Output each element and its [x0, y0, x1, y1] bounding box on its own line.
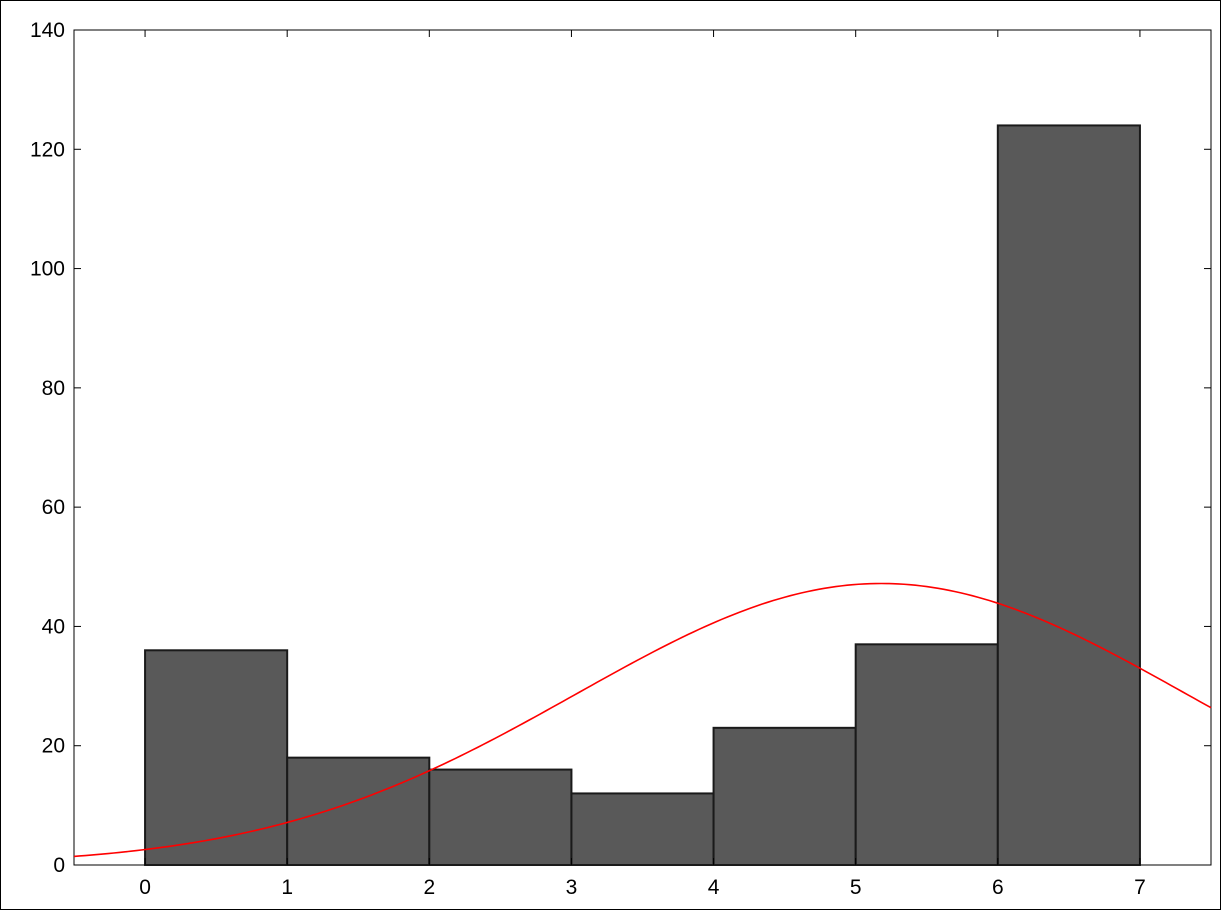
x-tick-label: 0 — [139, 876, 151, 899]
histogram-bar — [286, 756, 431, 867]
y-tick-label: 60 — [42, 496, 65, 519]
x-tick-label: 1 — [281, 876, 293, 899]
y-tick-label: 40 — [42, 615, 65, 638]
y-tick-label: 120 — [30, 138, 65, 161]
x-tick-label: 6 — [992, 876, 1004, 899]
histogram-bar — [712, 726, 857, 866]
histogram-bar — [428, 768, 573, 866]
y-tick-label: 100 — [30, 258, 65, 281]
y-tick-label: 20 — [42, 735, 65, 758]
x-tick-label: 5 — [850, 876, 862, 899]
histogram-bar — [996, 124, 1141, 866]
fitted-normal-curve — [73, 582, 1212, 858]
y-tick-label: 140 — [30, 19, 65, 42]
histogram-bar — [854, 643, 999, 866]
plot-area: 0 1 2 3 4 5 6 7 0 20 40 60 80 100 120 140 — [30, 19, 1212, 899]
x-tick-label: 2 — [423, 876, 435, 899]
y-tick-label: 80 — [42, 377, 65, 400]
x-tick-label: 3 — [566, 876, 578, 899]
histogram-bar — [144, 649, 289, 866]
x-tick-label: 7 — [1134, 876, 1146, 899]
histogram-bar — [570, 792, 715, 867]
x-tick-label: 4 — [708, 876, 720, 899]
y-tick-label: 0 — [53, 854, 65, 877]
